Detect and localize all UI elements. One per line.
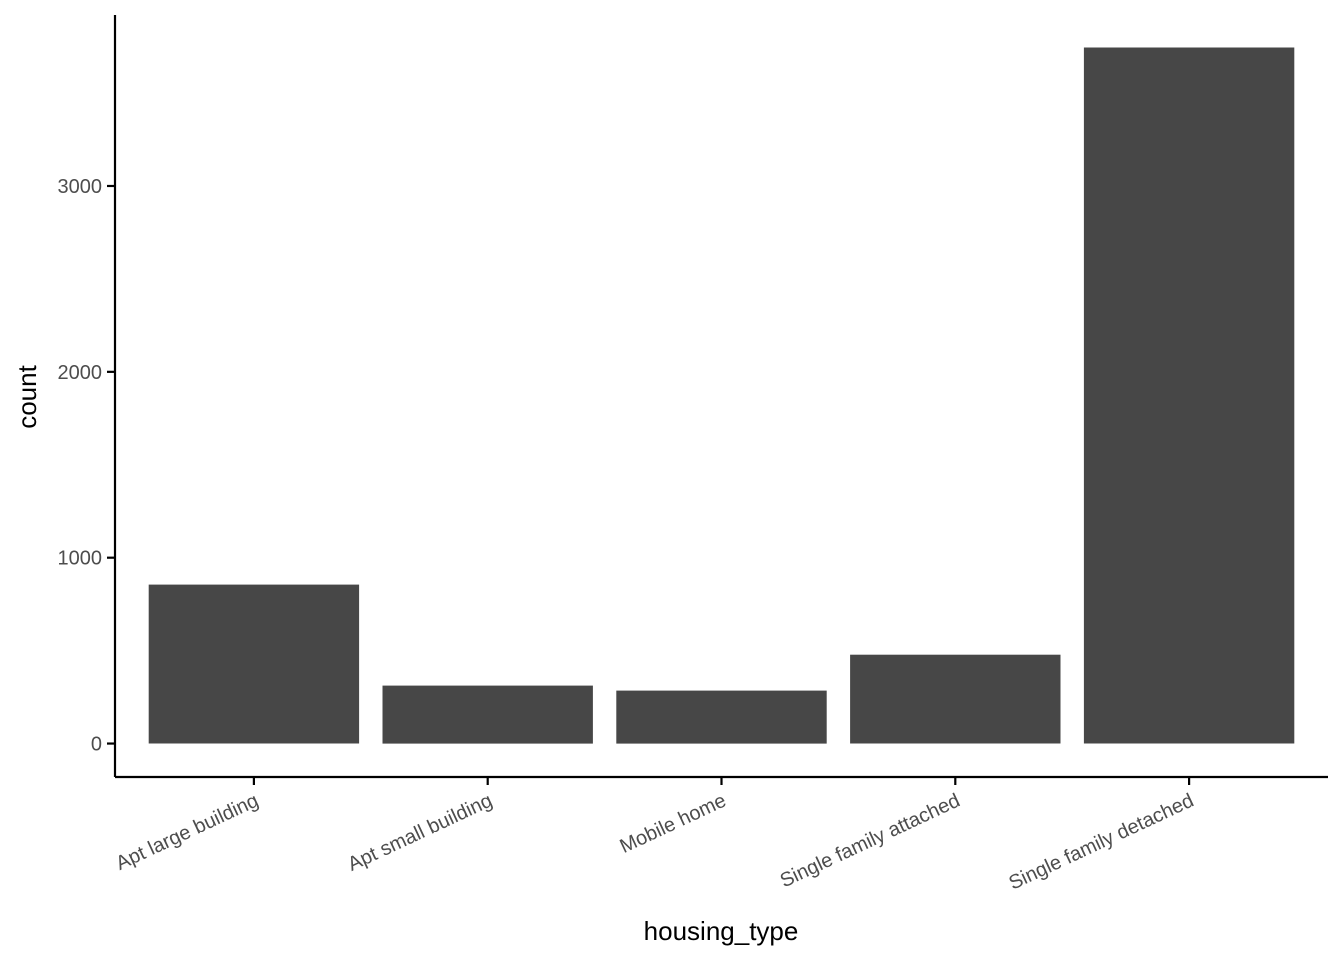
x-tick-label-4: Single family detached (1006, 790, 1198, 895)
y-tick-label-1: 1000 (58, 548, 103, 570)
bars-group (148, 47, 1295, 744)
x-tick-label-1: Apt small building (344, 790, 495, 876)
bar-1 (382, 685, 593, 744)
bar-3 (850, 654, 1061, 744)
y-axis: 0 1000 2000 3000 (58, 15, 117, 777)
x-axis: Apt large building Apt small building Mobi… (113, 775, 1328, 895)
bar-2 (616, 690, 827, 744)
x-tick-label-2: Mobile home (617, 790, 730, 858)
x-tick-label-0: Apt large building (113, 790, 262, 875)
bar-4 (1083, 47, 1295, 744)
bar-0 (148, 584, 360, 744)
y-tick-label-2: 2000 (58, 362, 103, 384)
x-axis-title: housing_type (644, 916, 799, 946)
y-tick-label-0: 0 (91, 734, 102, 756)
y-tick-label-3: 3000 (58, 176, 103, 198)
y-axis-title: count (12, 364, 42, 428)
x-tick-label-3: Single family attached (777, 790, 964, 893)
